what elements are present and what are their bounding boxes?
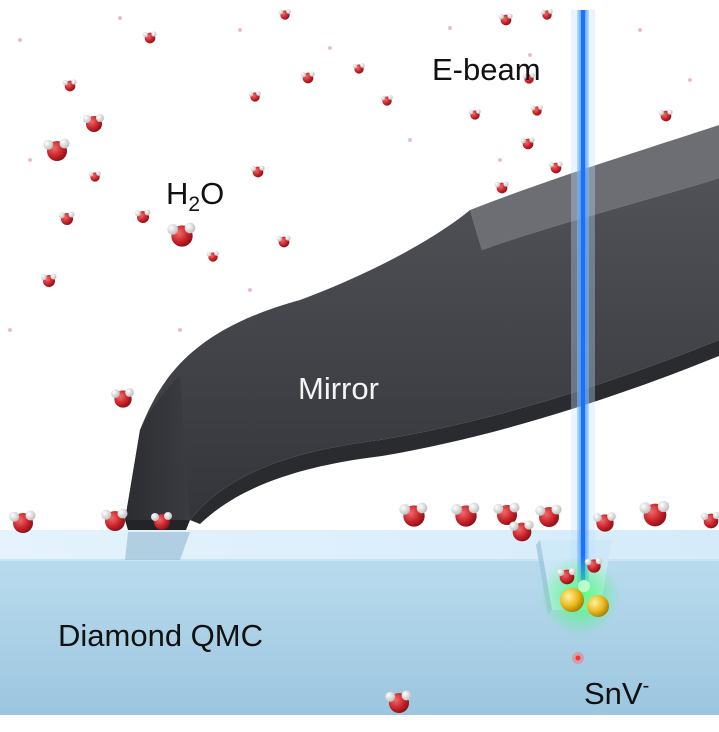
electron-beam-icon: [571, 10, 595, 590]
pit-atoms: [556, 557, 609, 617]
label-water: H2O: [166, 176, 224, 216]
bottom-margin: [0, 715, 719, 732]
label-ebeam: E-beam: [432, 52, 541, 87]
label-water-subscript: 2: [188, 193, 200, 216]
emission-core: [575, 655, 581, 661]
tin-atom-icon: [560, 588, 584, 612]
label-water-base: H: [166, 176, 188, 211]
diamond-top-face: [0, 530, 719, 560]
label-center-base: SnV: [584, 676, 643, 711]
label-water-tail: O: [200, 176, 224, 211]
tin-atom-icon: [587, 595, 609, 617]
label-center: SnV-: [584, 675, 649, 711]
label-center-charge: -: [643, 675, 650, 697]
mirror-shadow: [125, 532, 190, 560]
background-water-specks: [8, 16, 692, 332]
label-mirror: Mirror: [298, 371, 379, 406]
mirror: [125, 125, 719, 530]
label-diamond: Diamond QMC: [58, 618, 263, 653]
glow-core: [578, 580, 590, 592]
